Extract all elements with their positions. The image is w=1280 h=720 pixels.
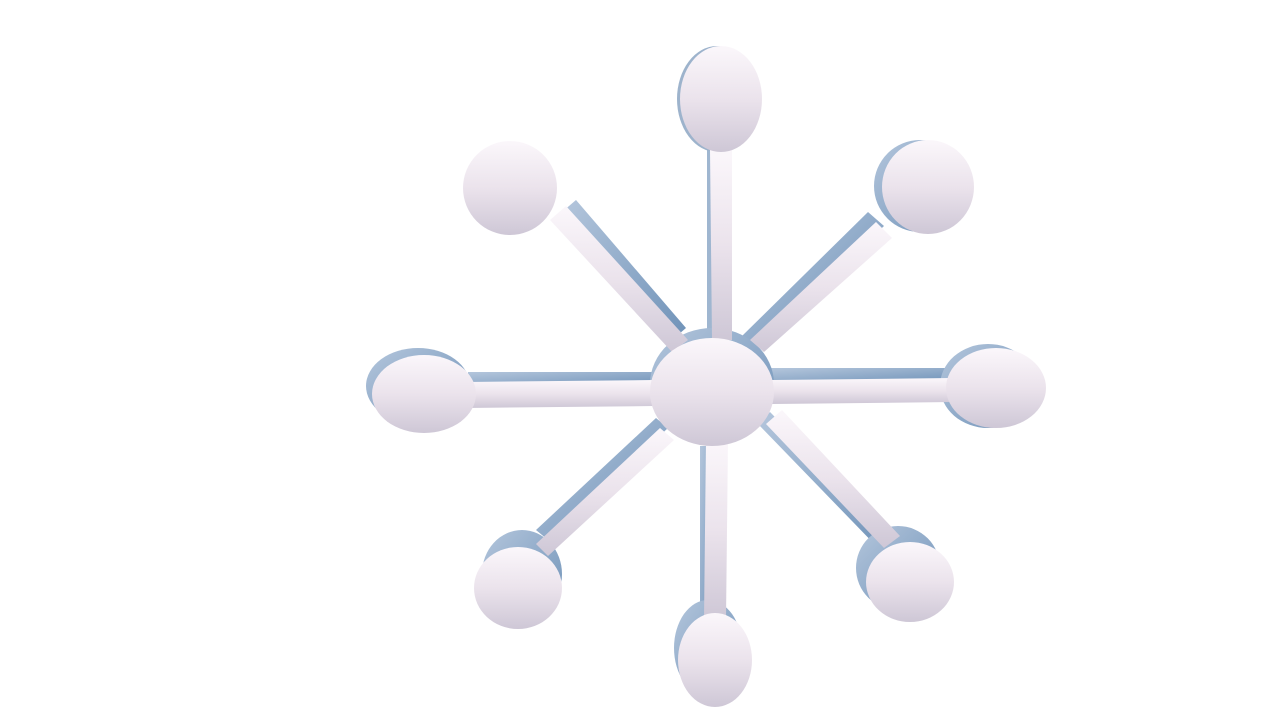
arm-cap-top-right: [882, 140, 974, 234]
snowflake-front-faces: [372, 46, 1046, 707]
arm-cap-bottom-left: [474, 547, 562, 629]
spoke-bottom: [704, 440, 728, 620]
spoke-bottom-left: [536, 428, 674, 556]
spoke-top-left: [550, 206, 688, 352]
spoke-top: [710, 150, 732, 340]
spoke-left: [466, 380, 654, 408]
spoke-right: [772, 378, 954, 404]
spoke-bottom-right: [766, 410, 900, 548]
arm-cap-top: [680, 46, 762, 152]
center-hub: [650, 338, 774, 446]
arm-cap-right: [946, 348, 1046, 428]
arm-cap-bottom-right: [866, 542, 954, 622]
arm-cap-left: [372, 355, 476, 433]
arm-cap-top-left: [463, 141, 557, 235]
arm-cap-bottom: [678, 613, 752, 707]
spoke-top-right: [750, 222, 892, 352]
